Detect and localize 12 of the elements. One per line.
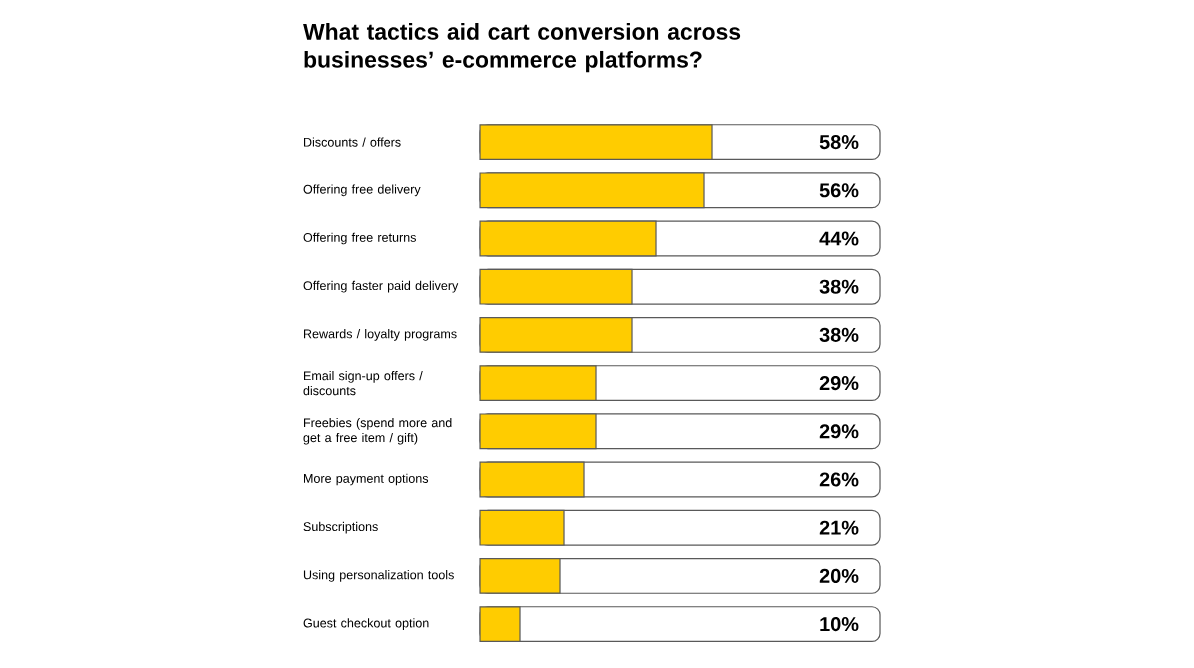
data-label: 38% xyxy=(819,327,859,342)
chart-title: What tactics aid cart conversion across businesses’ e-commerce platforms? xyxy=(303,23,741,73)
data-label: 29% xyxy=(819,424,859,439)
data-label: 10% xyxy=(820,617,859,632)
data-label: 29% xyxy=(819,376,859,391)
data-label: 26% xyxy=(819,472,859,487)
data-label: 44% xyxy=(819,231,859,246)
data-label: 38% xyxy=(819,279,859,294)
data-label: 56% xyxy=(819,183,859,198)
data-label: 21% xyxy=(819,520,859,535)
data-label: 58% xyxy=(819,135,859,150)
data-label: 20% xyxy=(819,568,859,583)
